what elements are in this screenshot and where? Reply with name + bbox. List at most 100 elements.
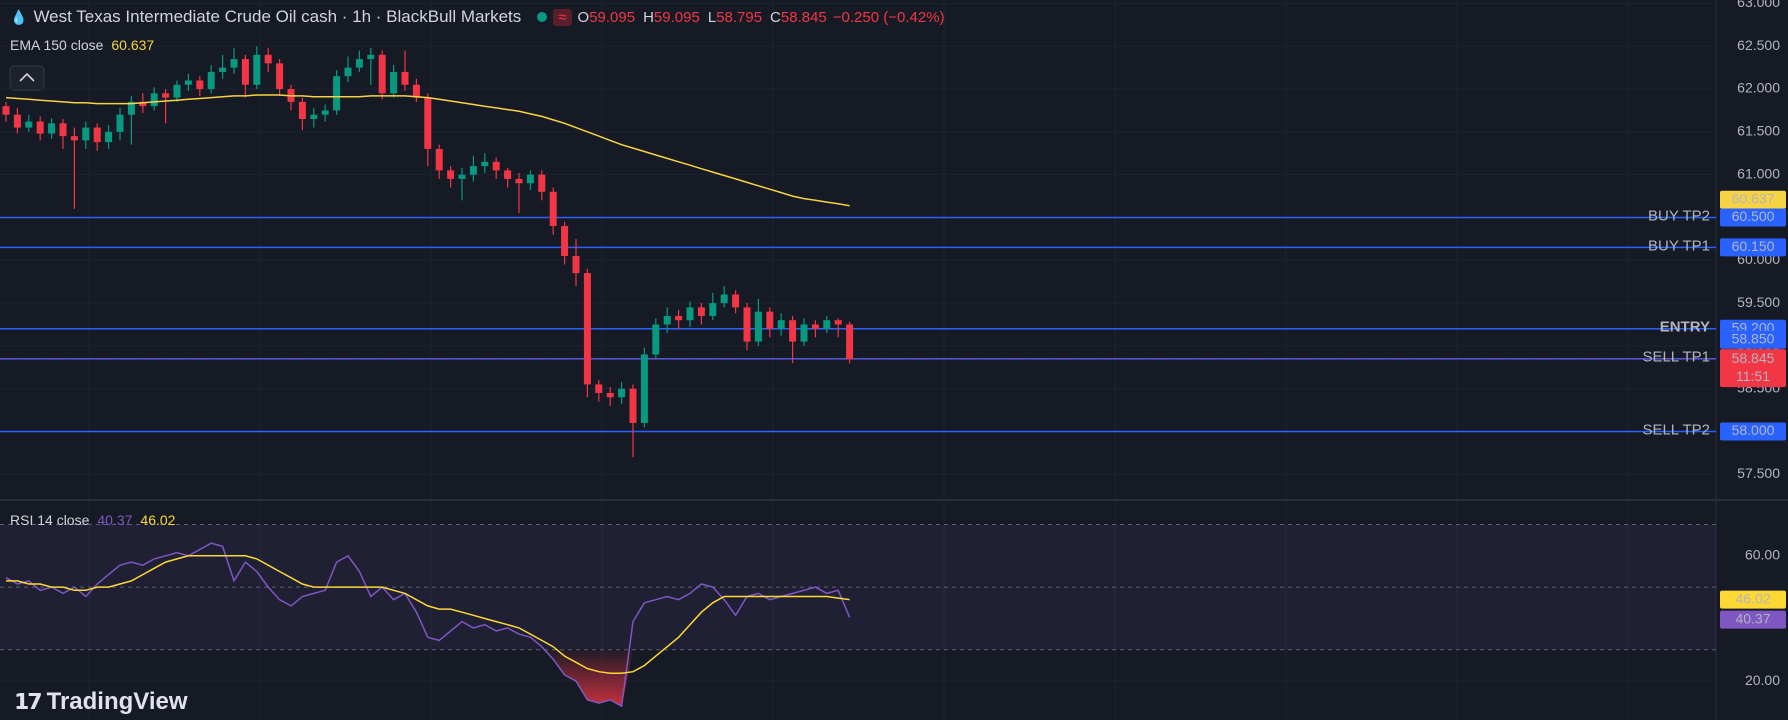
candle-body — [709, 303, 717, 316]
candle-body — [344, 67, 352, 77]
candle-body — [264, 54, 272, 64]
candle-body — [390, 71, 398, 94]
candle-body — [105, 131, 113, 143]
candle-body — [583, 273, 591, 385]
symbol-icon: 💧 — [10, 8, 28, 25]
candle-body — [789, 320, 797, 342]
rsi-line — [5, 542, 851, 708]
level-name: SELL TP1 — [1642, 349, 1710, 366]
candle-body — [173, 84, 181, 98]
candle-body — [743, 307, 751, 342]
candle-body — [298, 101, 306, 120]
ohlc-value: 59.095 — [589, 8, 636, 26]
ohlc-key: H — [643, 8, 654, 26]
rsi-legend: RSI 14 close 40.37 46.02 — [10, 512, 175, 528]
candle-body — [184, 80, 192, 85]
candle-body — [59, 123, 67, 137]
candle-body — [458, 174, 466, 179]
candle-body — [766, 311, 774, 329]
candle-body — [424, 97, 432, 149]
header: 💧 West Texas Intermediate Crude Oil cash… — [10, 6, 945, 28]
rsi-name: RSI 14 close — [10, 512, 90, 528]
level-box-text: 58.000 — [1732, 422, 1775, 438]
rsi-box-bg — [1720, 610, 1786, 629]
rsi-ma-box-bg — [1720, 590, 1786, 609]
candle-body — [48, 123, 56, 134]
y-tick-label: 57.500 — [1737, 465, 1780, 481]
candle-body — [492, 161, 500, 171]
candle-body — [310, 114, 318, 120]
level-name: BUY TP1 — [1648, 237, 1710, 254]
candle-body — [162, 93, 170, 98]
rsi-box: 40.37 — [1720, 610, 1786, 629]
rsi-tick-label: 20.00 — [1745, 672, 1780, 688]
ohlc-value: 58.795 — [716, 8, 763, 26]
candle-body — [469, 166, 477, 175]
ohlc-item: L58.795 — [708, 9, 762, 26]
candle-body — [230, 59, 238, 68]
candle-body — [754, 311, 762, 342]
ema-box: 60.637 — [1720, 190, 1786, 209]
last-price-box — [1720, 349, 1786, 388]
collapse-icon — [19, 72, 35, 82]
ohlc-value: 58.845 — [780, 8, 827, 26]
candle-body — [675, 315, 683, 321]
candle-body — [629, 388, 637, 423]
candle-body — [686, 307, 694, 321]
rsi-ma-box: 46.02 — [1720, 590, 1786, 609]
candle-body — [595, 384, 603, 393]
candle-body — [515, 178, 523, 184]
y-tick-label: 62.500 — [1737, 37, 1780, 53]
ohlc-key: L — [707, 8, 717, 26]
oversold-fill — [541, 649, 633, 707]
ohlc-item: H59.095 — [643, 9, 700, 26]
candle-body — [572, 255, 580, 274]
candle-body — [196, 80, 204, 90]
ema-box-bg — [1720, 190, 1786, 209]
y-tick-label: 61.500 — [1737, 123, 1780, 139]
ohlc-legend: O59.095 H59.095 L58.795 C58.845 — [578, 9, 827, 26]
ema-legend: EMA 150 close 60.637 — [10, 37, 154, 53]
change: −0.250 (−0.42%) — [832, 8, 945, 26]
ohlc-item: C58.845 — [770, 9, 827, 26]
candle-body — [526, 174, 534, 184]
market-status — [537, 12, 548, 22]
candle-body — [412, 84, 420, 98]
rsi-tick-label: 60.00 — [1745, 546, 1780, 562]
candle-body — [800, 324, 808, 342]
candle-body — [276, 63, 284, 90]
delay-badge: ≈ — [553, 8, 572, 26]
level-box-text: 60.500 — [1732, 208, 1775, 224]
candle-body — [823, 320, 831, 329]
level-box-bg — [1720, 238, 1786, 257]
y-tick-label: 63.000 — [1737, 0, 1780, 10]
rsi-line — [6, 555, 850, 675]
rsi-ma-box-text: 46.02 — [1735, 590, 1770, 606]
candle-body — [561, 226, 569, 256]
brand-name: TradingView — [46, 688, 188, 715]
candle-body — [777, 320, 785, 329]
candle-body — [127, 101, 135, 115]
candle-body — [116, 114, 124, 132]
level-box: 58.850 — [1720, 330, 1786, 349]
candle-body — [253, 54, 261, 85]
candle-body — [13, 114, 21, 128]
brand: 𝟭𝟳 TradingView — [14, 688, 188, 716]
candle-body — [25, 121, 33, 128]
last-price-text: 58.845 — [1732, 350, 1775, 366]
candle-body — [606, 392, 614, 398]
collapse-button[interactable] — [9, 65, 45, 91]
countdown-text: 11:51 — [1736, 368, 1770, 384]
candle-body — [321, 110, 329, 115]
level-box: 58.000 — [1720, 422, 1786, 441]
candle-body — [652, 324, 660, 355]
candle-body — [333, 76, 341, 111]
candle-body — [834, 320, 842, 325]
ema-name: EMA 150 close — [10, 37, 104, 53]
rsi-value: 40.37 — [97, 512, 133, 528]
y-tick-label: 61.000 — [1737, 165, 1780, 181]
rsi-box-text: 40.37 — [1735, 610, 1770, 626]
candle-body — [549, 191, 557, 227]
candle-body — [538, 174, 546, 192]
